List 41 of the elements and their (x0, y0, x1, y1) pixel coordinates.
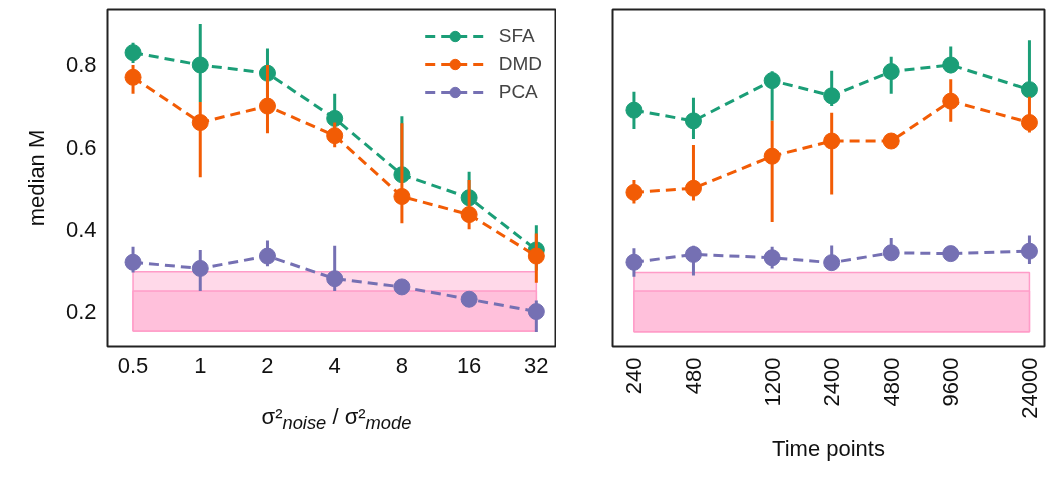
point (326, 270, 344, 288)
x-tick-label: 240 (621, 357, 647, 395)
x-axis-title: σ²$_{noise}$ / σ²$_{mode}$ (261, 403, 412, 436)
y-axis-title: median M (23, 129, 49, 227)
x-tick-label: 4 (328, 352, 341, 378)
y-tick-label: 0.4 (65, 216, 97, 242)
legend-label: DMD (498, 53, 542, 75)
point (326, 127, 344, 145)
legend-label: SFA (498, 25, 535, 47)
point (124, 68, 142, 86)
x-tick-label: 2400 (819, 357, 845, 407)
point (258, 97, 276, 115)
x-tick-label: 2 (261, 352, 274, 378)
x-tick-label: 24000 (1016, 357, 1042, 419)
point (393, 188, 411, 205)
x-tick-label: 1 (194, 352, 207, 378)
point (191, 114, 209, 131)
point (460, 290, 478, 308)
x-tick-label: 9600 (938, 357, 964, 407)
x-tick-label: 1200 (759, 357, 785, 407)
x-axis-title: Time points (772, 435, 885, 461)
point (191, 259, 209, 277)
point (258, 247, 276, 265)
point (191, 56, 209, 74)
point (393, 278, 411, 296)
x-tick-label: 16 (456, 352, 482, 378)
y-tick-label: 0.2 (65, 299, 97, 325)
x-tick-label: 8 (395, 352, 409, 378)
legend-label: PCA (498, 81, 538, 103)
x-tick-label: 0.5 (117, 352, 149, 378)
y-tick-label: 0.8 (65, 52, 97, 78)
point (460, 206, 478, 224)
point (124, 44, 142, 62)
point (527, 303, 545, 321)
x-tick-label: 32 (524, 352, 549, 378)
point (527, 247, 545, 265)
point (326, 109, 344, 127)
x-tick-label: 4800 (878, 357, 904, 407)
y-tick-label: 0.6 (65, 134, 97, 160)
x-tick-label: 480 (680, 357, 706, 395)
point (124, 253, 142, 271)
